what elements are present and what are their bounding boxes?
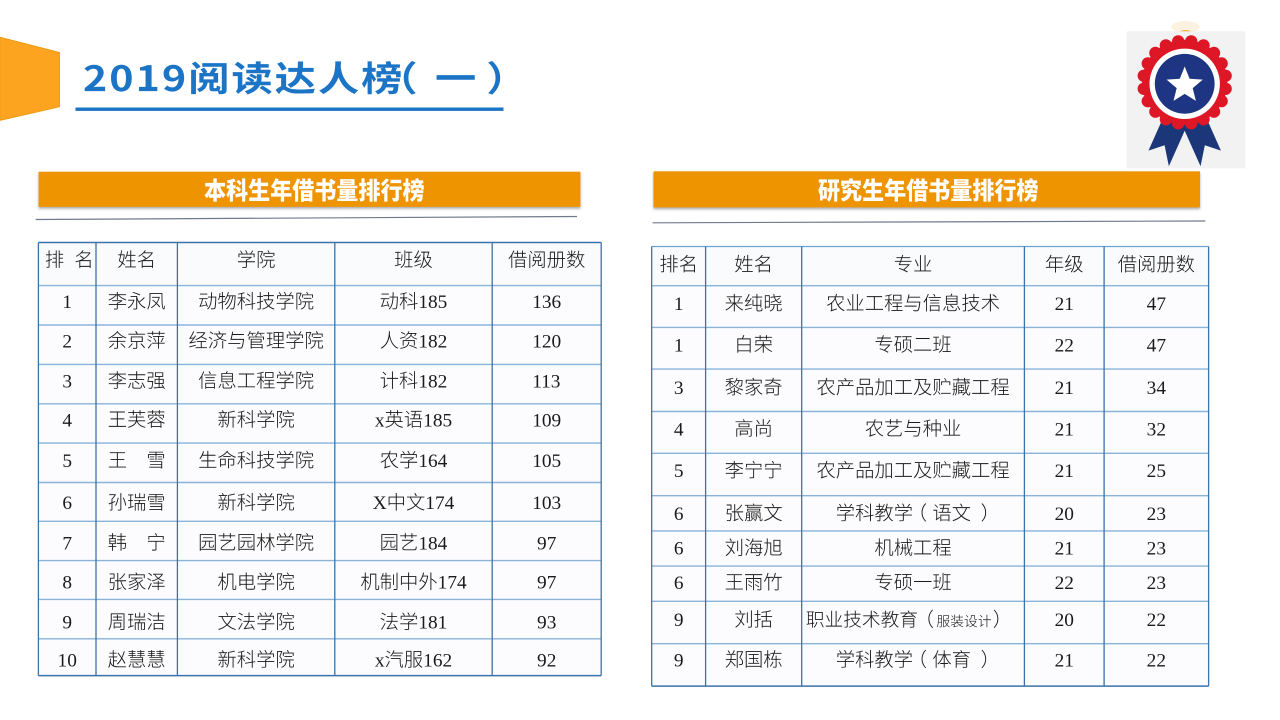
svg-text:136: 136 bbox=[532, 292, 561, 313]
svg-text:109: 109 bbox=[532, 410, 561, 431]
svg-text:22: 22 bbox=[1147, 610, 1166, 631]
svg-text:103: 103 bbox=[532, 493, 561, 514]
svg-text:4: 4 bbox=[674, 419, 684, 440]
svg-text:3: 3 bbox=[674, 378, 684, 399]
svg-text:105: 105 bbox=[532, 451, 561, 472]
svg-text:120: 120 bbox=[532, 331, 561, 352]
svg-text:5: 5 bbox=[62, 451, 72, 472]
svg-text:8: 8 bbox=[62, 573, 72, 594]
svg-text:21: 21 bbox=[1055, 650, 1074, 671]
svg-text:2: 2 bbox=[62, 331, 72, 352]
svg-text:174: 174 bbox=[425, 493, 454, 514]
svg-text:34: 34 bbox=[1147, 378, 1167, 399]
svg-text:20: 20 bbox=[1055, 504, 1074, 525]
svg-text:1: 1 bbox=[62, 292, 72, 313]
svg-text:7: 7 bbox=[62, 533, 72, 554]
svg-text:21: 21 bbox=[1055, 419, 1074, 440]
svg-text:20: 20 bbox=[1055, 610, 1074, 631]
svg-text:1: 1 bbox=[674, 294, 684, 315]
svg-text:97: 97 bbox=[537, 533, 557, 554]
svg-text:25: 25 bbox=[1147, 461, 1166, 482]
svg-text:5: 5 bbox=[674, 461, 684, 482]
svg-text:9: 9 bbox=[62, 613, 72, 634]
svg-text:93: 93 bbox=[537, 613, 556, 634]
svg-text:22: 22 bbox=[1055, 573, 1074, 594]
svg-text:21: 21 bbox=[1055, 461, 1074, 482]
svg-text:181: 181 bbox=[418, 613, 447, 634]
svg-text:22: 22 bbox=[1147, 650, 1166, 671]
svg-text:174: 174 bbox=[438, 573, 467, 594]
svg-text:97: 97 bbox=[537, 573, 557, 594]
svg-text:182: 182 bbox=[418, 331, 447, 352]
svg-text:4: 4 bbox=[62, 410, 72, 431]
svg-text:3: 3 bbox=[62, 371, 72, 392]
svg-text:184: 184 bbox=[418, 533, 447, 554]
svg-text:47: 47 bbox=[1147, 335, 1167, 356]
svg-text:9: 9 bbox=[674, 650, 684, 671]
svg-text:113: 113 bbox=[532, 371, 560, 392]
svg-text:x: x bbox=[375, 410, 385, 431]
svg-text:185: 185 bbox=[423, 410, 452, 431]
svg-text:21: 21 bbox=[1055, 294, 1074, 315]
svg-text:6: 6 bbox=[62, 493, 72, 514]
svg-text:185: 185 bbox=[418, 292, 447, 313]
svg-text:1: 1 bbox=[674, 335, 684, 356]
svg-text:162: 162 bbox=[423, 650, 452, 671]
svg-text:10: 10 bbox=[58, 650, 77, 671]
svg-text:47: 47 bbox=[1147, 294, 1167, 315]
svg-text:6: 6 bbox=[674, 504, 684, 525]
svg-text:23: 23 bbox=[1147, 504, 1166, 525]
svg-text:21: 21 bbox=[1055, 539, 1074, 560]
svg-text:92: 92 bbox=[537, 650, 556, 671]
svg-text:6: 6 bbox=[674, 573, 684, 594]
svg-text:23: 23 bbox=[1147, 573, 1166, 594]
svg-text:182: 182 bbox=[418, 371, 447, 392]
svg-text:32: 32 bbox=[1147, 419, 1166, 440]
svg-text:164: 164 bbox=[418, 451, 447, 472]
svg-text:x: x bbox=[375, 650, 385, 671]
svg-text:21: 21 bbox=[1055, 378, 1074, 399]
svg-text:22: 22 bbox=[1055, 335, 1074, 356]
svg-text:X: X bbox=[373, 493, 387, 514]
svg-text:9: 9 bbox=[674, 610, 684, 631]
svg-text:23: 23 bbox=[1147, 539, 1166, 560]
svg-text:6: 6 bbox=[674, 539, 684, 560]
